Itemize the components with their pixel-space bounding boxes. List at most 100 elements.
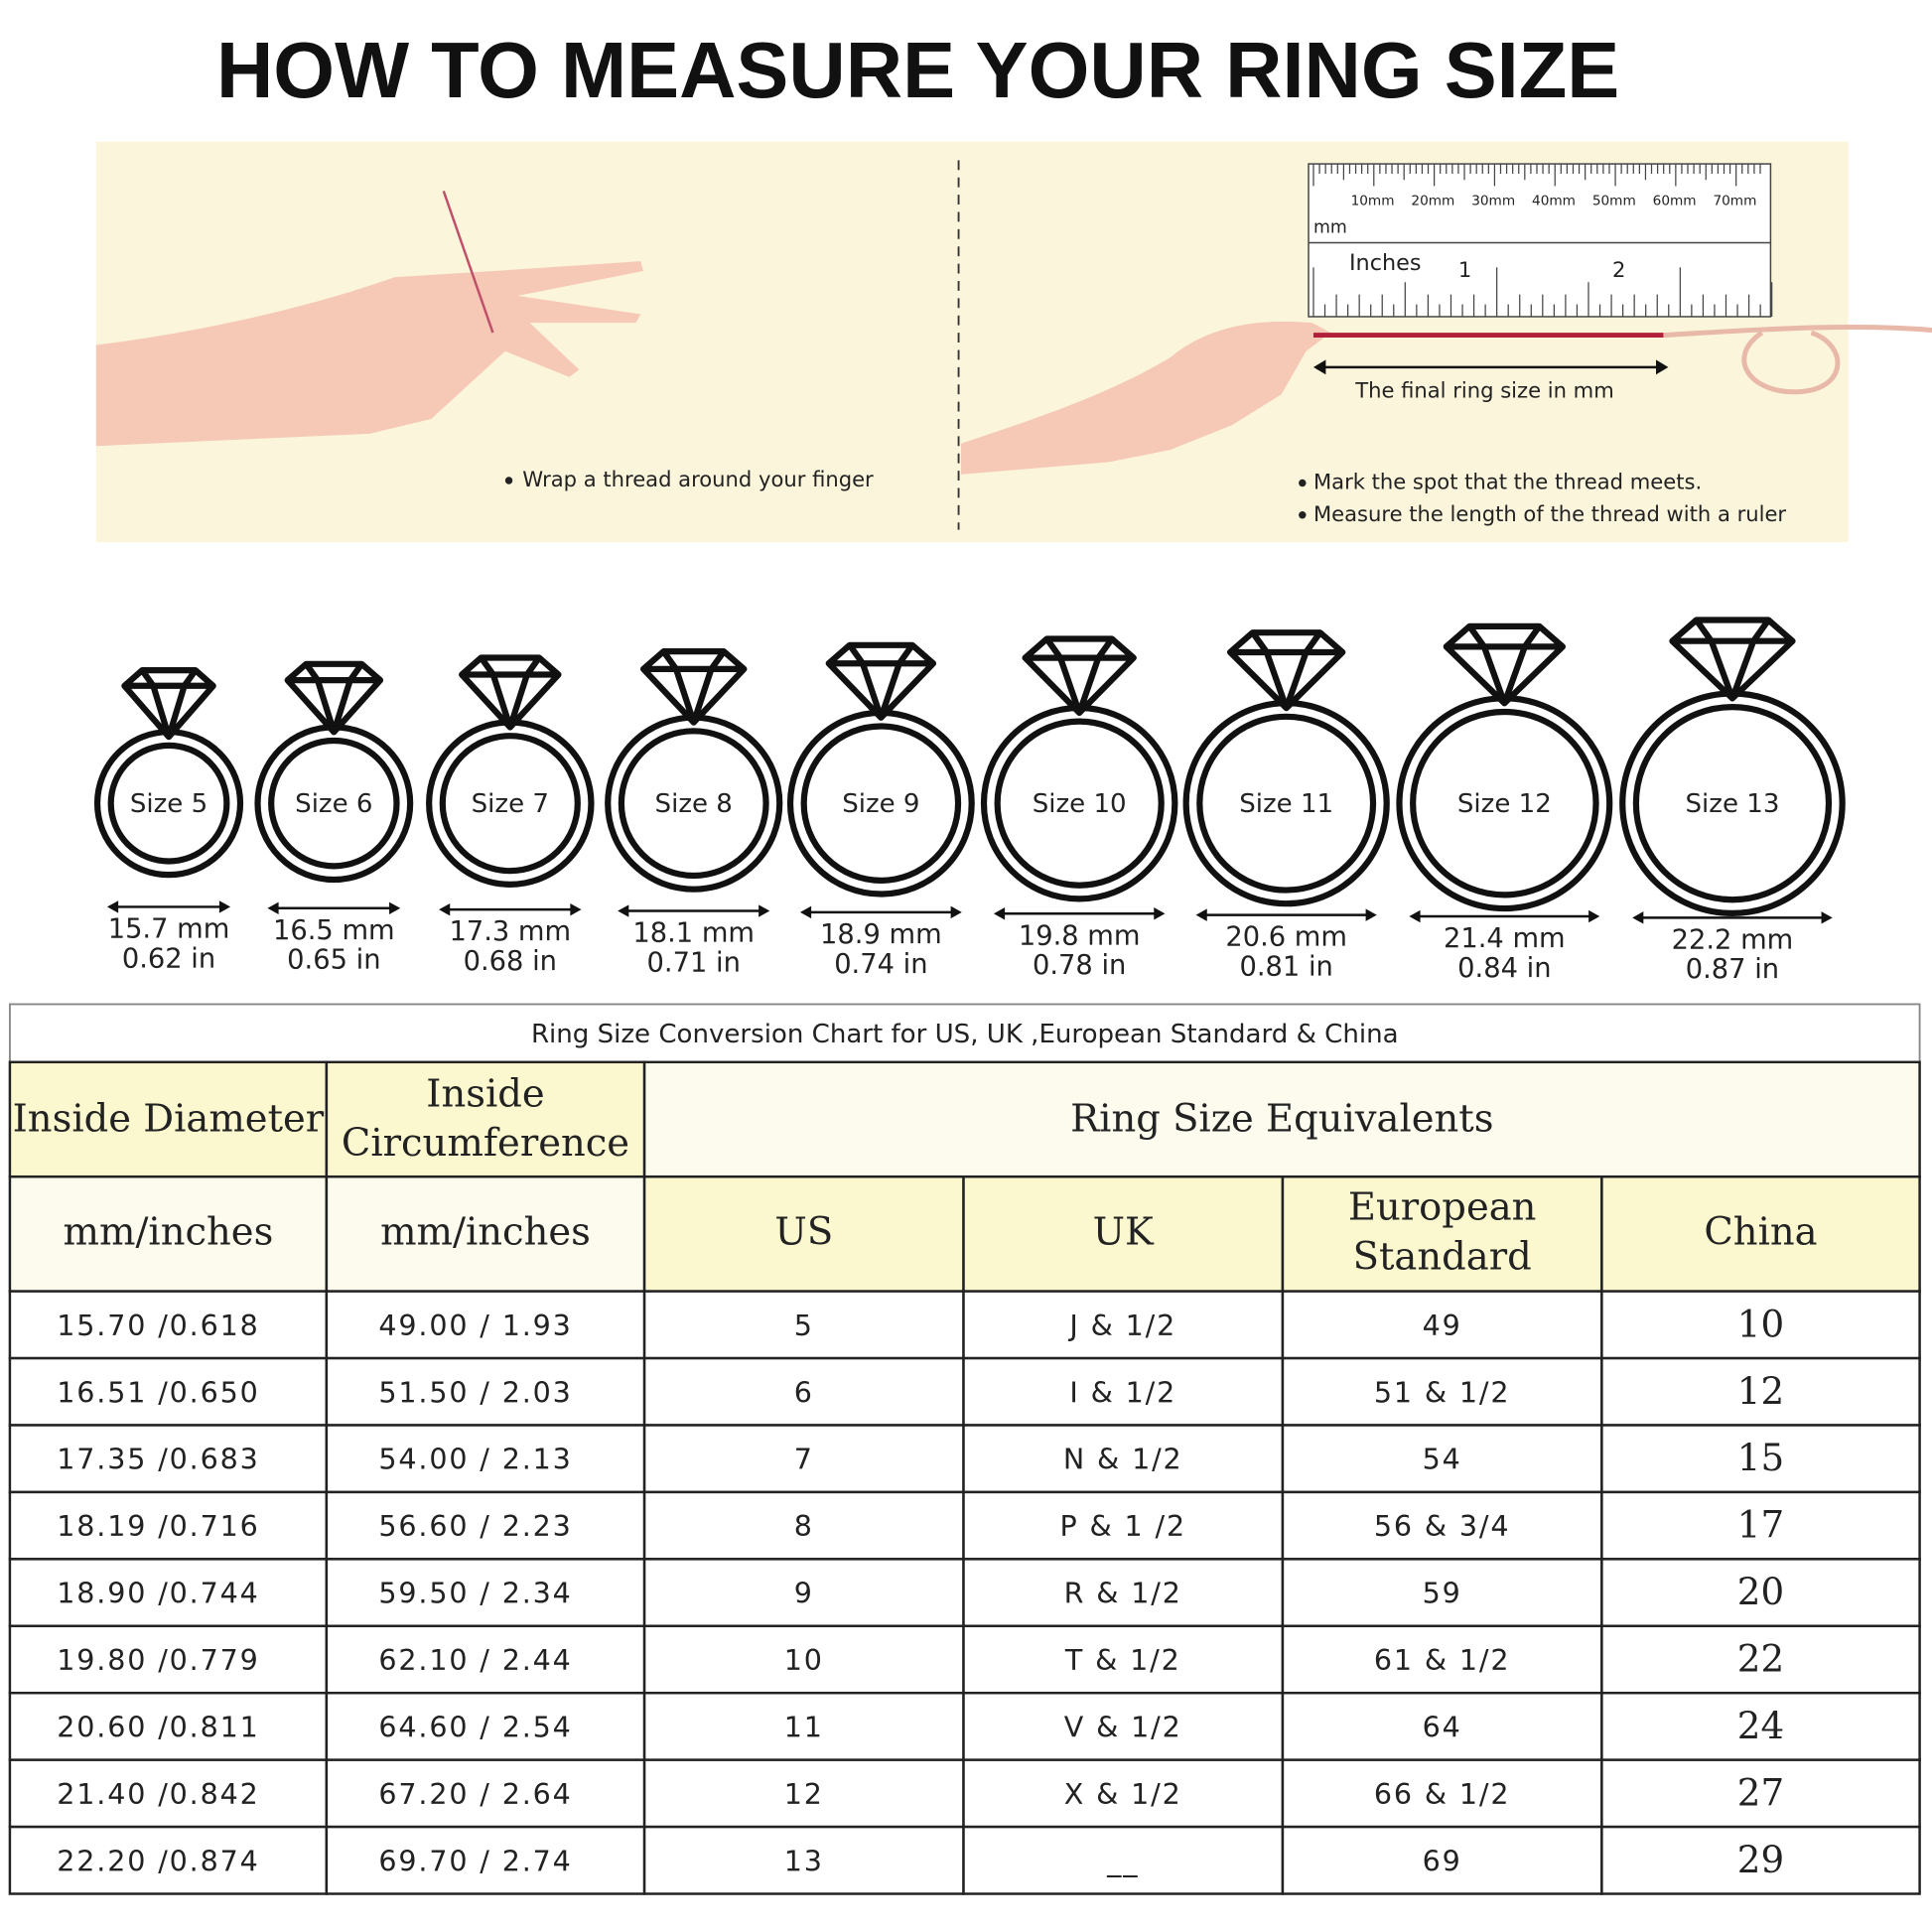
bullet <box>504 477 513 484</box>
ring-label: Size 12 <box>1457 789 1552 819</box>
cell-text: 7 <box>794 1444 814 1476</box>
caption-cell <box>8 1003 1921 1063</box>
cell-text: 16.51 /0.650 <box>57 1376 259 1409</box>
thread <box>442 190 494 334</box>
ruler-unit: mm <box>1313 218 1347 238</box>
header-text: China <box>1704 1210 1817 1255</box>
ring-inner <box>268 737 400 870</box>
hand-illustration <box>95 261 643 447</box>
cell-text: 17.35 /0.683 <box>57 1444 259 1476</box>
table-cell <box>1281 1356 1603 1427</box>
ring-inner <box>1196 713 1377 894</box>
table-cell <box>642 1490 965 1561</box>
table-cell <box>1600 1758 1921 1829</box>
cell-text: 51 & 1/2 <box>1374 1376 1511 1409</box>
header-text: US <box>774 1210 833 1255</box>
ruler <box>1308 163 1772 318</box>
cell-text: 29 <box>1737 1838 1784 1881</box>
header-cell <box>962 1174 1285 1293</box>
bullet <box>1299 479 1307 487</box>
cell-text: 15 <box>1737 1436 1784 1479</box>
ruler-label: 70mm <box>1713 193 1756 208</box>
cell-text: V & 1/2 <box>1064 1711 1182 1743</box>
header-cell <box>8 1174 329 1293</box>
ring-diamond <box>284 660 384 736</box>
cell-text: 51.50 / 2.03 <box>378 1376 572 1409</box>
ring-inner <box>107 742 230 865</box>
cell-text: 15.70 /0.618 <box>57 1310 259 1342</box>
ruler-label: 10mm <box>1351 193 1395 208</box>
ring: Size 8 18.1 mm0.71 in <box>605 648 783 978</box>
table-cell <box>1600 1290 1921 1360</box>
cell-text: J & 1/2 <box>1067 1310 1176 1342</box>
cell-text: R & 1/2 <box>1064 1578 1182 1610</box>
ring-diamond <box>121 667 216 741</box>
ring-diamond <box>825 641 937 721</box>
cell-text: N & 1/2 <box>1063 1444 1183 1476</box>
ring-inner <box>994 718 1165 889</box>
cell-text: 11 <box>784 1711 824 1743</box>
ring-label: Size 10 <box>1033 789 1127 819</box>
table-cell <box>8 1490 329 1561</box>
ring-inches: 0.71 in <box>647 947 741 978</box>
ruler-label: 60mm <box>1653 193 1697 208</box>
hand-illustration <box>961 321 1331 475</box>
ring-inches: 0.87 in <box>1686 954 1779 985</box>
cell-text: 59 <box>1423 1578 1462 1610</box>
table-caption: Ring Size Conversion Chart for US, UK ,E… <box>531 1020 1399 1049</box>
table-cell <box>642 1290 965 1360</box>
cell-text: 27 <box>1737 1770 1784 1814</box>
ring-inner <box>1632 704 1833 903</box>
bullet <box>1299 511 1307 519</box>
cell-text: 18.90 /0.744 <box>57 1578 259 1610</box>
ring-inches: 0.68 in <box>464 946 557 977</box>
ring-diamond <box>639 648 748 726</box>
ruler-label: 1 <box>1458 257 1471 282</box>
table-cell <box>642 1356 965 1427</box>
ruler-label: 30mm <box>1471 193 1515 208</box>
header-text: Inside Diameter <box>13 1096 325 1141</box>
ruler-label: 2 <box>1612 257 1625 282</box>
table-cell <box>8 1825 329 1895</box>
table-cell <box>642 1825 965 1895</box>
cell-text: 49 <box>1423 1310 1462 1342</box>
ring-inches: 0.84 in <box>1457 953 1551 984</box>
header-text: Inside <box>426 1072 544 1117</box>
ring: Size 10 19.8 mm0.78 in <box>980 635 1178 981</box>
cell-text: 21.40 /0.842 <box>57 1778 259 1811</box>
cell-text: 5 <box>794 1310 814 1342</box>
ring-mm: 18.9 mm <box>820 919 942 950</box>
ring: Size 11 20.6 mm0.81 in <box>1182 629 1390 982</box>
instruction-step: Mark the spot that the thread meets. <box>1313 470 1702 494</box>
table-cell <box>1600 1825 1921 1895</box>
table-cell <box>1281 1290 1603 1360</box>
ruler-unit: Inches <box>1349 250 1422 276</box>
cell-text: 9 <box>794 1578 814 1610</box>
ring: Size 5 15.7 mm0.62 in <box>93 667 244 974</box>
cell-text: X & 1/2 <box>1064 1778 1182 1811</box>
ring: Size 13 22.2 mm0.87 in <box>1619 617 1846 985</box>
cell-text: 49.00 / 1.93 <box>378 1310 572 1342</box>
cell-text: 59.50 / 2.34 <box>378 1578 572 1610</box>
table-cell <box>962 1290 1285 1360</box>
table-cell <box>962 1356 1285 1427</box>
table-cell <box>962 1424 1285 1494</box>
table-cell <box>1600 1356 1921 1427</box>
header-text: European <box>1348 1185 1537 1230</box>
cell-text: 69 <box>1423 1845 1462 1877</box>
cell-text: 22 <box>1737 1636 1784 1680</box>
table-cell <box>1281 1558 1603 1628</box>
ring-label: Size 7 <box>472 789 549 819</box>
ring-label: Size 13 <box>1686 789 1780 819</box>
cell-text: 67.20 / 2.64 <box>378 1778 572 1811</box>
page-title: HOW TO MEASURE YOUR RING SIZE <box>216 26 1619 114</box>
ring-inner <box>618 728 769 880</box>
instruction-step: Wrap a thread around your finger <box>522 467 874 491</box>
table-cell <box>325 1624 646 1695</box>
cell-text: 24 <box>1737 1704 1784 1747</box>
ring-mm: 17.3 mm <box>449 916 571 947</box>
ring-label: Size 9 <box>842 789 919 819</box>
arrow-label: The final ring size in mm <box>1354 378 1614 403</box>
ring: Size 6 16.5 mm0.65 in <box>254 660 414 976</box>
